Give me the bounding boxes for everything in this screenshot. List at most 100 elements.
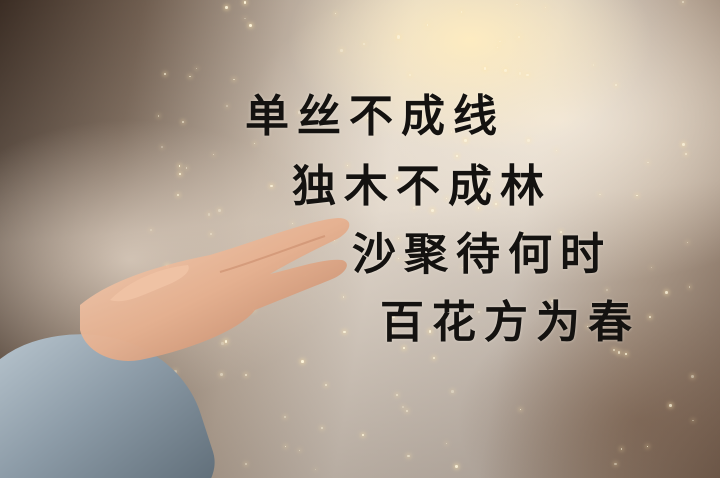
sparkle <box>646 445 649 448</box>
sparkle <box>432 356 436 359</box>
sparkle <box>362 42 366 45</box>
sparkle <box>412 207 415 210</box>
thumb <box>110 265 189 302</box>
sparkle <box>243 1 247 5</box>
sparkle <box>516 3 518 5</box>
sparkle <box>324 383 327 386</box>
sparkle <box>483 67 487 70</box>
sparkle <box>402 347 405 349</box>
finger-crease <box>219 235 326 273</box>
sparkle <box>209 233 212 236</box>
sparkle <box>405 409 408 413</box>
sparkle <box>614 462 617 466</box>
sparkle <box>669 404 672 408</box>
sparkle <box>181 120 184 123</box>
sparkle <box>592 64 595 66</box>
sparkle <box>428 330 432 334</box>
sparkle <box>461 266 463 268</box>
sparkle <box>410 118 414 121</box>
sparkle <box>544 6 546 9</box>
poem-line-2: 独木不成林 <box>292 161 552 212</box>
sparkle <box>254 142 256 144</box>
sparkle <box>291 222 294 225</box>
sparkle <box>478 310 481 313</box>
sparkle <box>409 73 412 76</box>
sparkle <box>431 208 435 212</box>
sparkle <box>455 465 458 468</box>
sparkle <box>478 207 480 209</box>
sparkle <box>178 165 181 168</box>
sparkle <box>157 115 159 117</box>
sparkle <box>225 340 228 343</box>
sparkle <box>612 349 615 352</box>
sparkle <box>248 23 252 27</box>
poem-line-4: 百花方为春 <box>380 297 640 348</box>
sparkle <box>491 180 493 182</box>
sparkle <box>297 111 301 114</box>
sparkle <box>150 228 153 231</box>
sparkle <box>555 150 557 152</box>
sparkle <box>692 419 694 422</box>
sparkle <box>450 131 453 133</box>
sparkle <box>213 154 215 156</box>
sparkle <box>392 315 396 319</box>
sparkle <box>520 234 524 238</box>
sparkle <box>401 406 404 408</box>
sparkle <box>518 72 522 75</box>
sparkle <box>398 258 400 260</box>
sparkle <box>395 394 398 397</box>
sparkle <box>690 375 694 379</box>
sparkle <box>494 202 497 205</box>
sparkle <box>406 454 410 458</box>
sparkle <box>417 194 419 196</box>
sparkle <box>217 208 221 212</box>
sparkle <box>688 286 691 289</box>
sparkle <box>361 433 365 437</box>
sparkle <box>176 193 180 197</box>
sparkle <box>450 390 454 394</box>
sparkle <box>304 165 307 168</box>
sparkle <box>284 445 287 448</box>
sparkle <box>346 164 349 166</box>
sparkle <box>343 296 345 298</box>
sparkle <box>343 330 346 333</box>
sparkle <box>586 325 589 328</box>
sparkle <box>245 463 248 466</box>
sparkle <box>372 133 374 135</box>
sparkle <box>321 426 324 429</box>
sparkle <box>445 198 447 200</box>
sparkle <box>351 117 354 120</box>
sparkle <box>460 11 463 14</box>
sparkle <box>340 49 343 52</box>
sparkle <box>551 300 554 302</box>
sparkle <box>496 46 499 48</box>
sparkle <box>398 237 400 240</box>
sparkle <box>684 152 687 155</box>
sparkle <box>503 174 505 176</box>
sparkle <box>178 173 181 176</box>
sparkle <box>245 374 248 377</box>
sparkle <box>283 415 286 418</box>
sparkle <box>160 145 164 148</box>
sparkle <box>681 0 684 3</box>
sparkle <box>681 142 685 146</box>
sparkle <box>426 24 429 27</box>
sparkle <box>335 12 337 15</box>
sparkle <box>396 35 400 39</box>
sparkle <box>189 75 191 78</box>
palm <box>80 218 350 361</box>
sparkle <box>599 193 601 195</box>
sparkle <box>614 83 617 86</box>
sparkle <box>207 213 211 216</box>
sparkle <box>221 342 225 346</box>
sparkle <box>526 74 529 77</box>
sparkle <box>499 40 502 43</box>
sparkle <box>318 181 322 185</box>
sparkle <box>244 17 246 19</box>
sparkle <box>635 194 638 197</box>
sparkle <box>665 291 669 294</box>
sparkle <box>617 351 621 354</box>
sparkle <box>226 105 229 108</box>
sparkle <box>504 186 508 190</box>
